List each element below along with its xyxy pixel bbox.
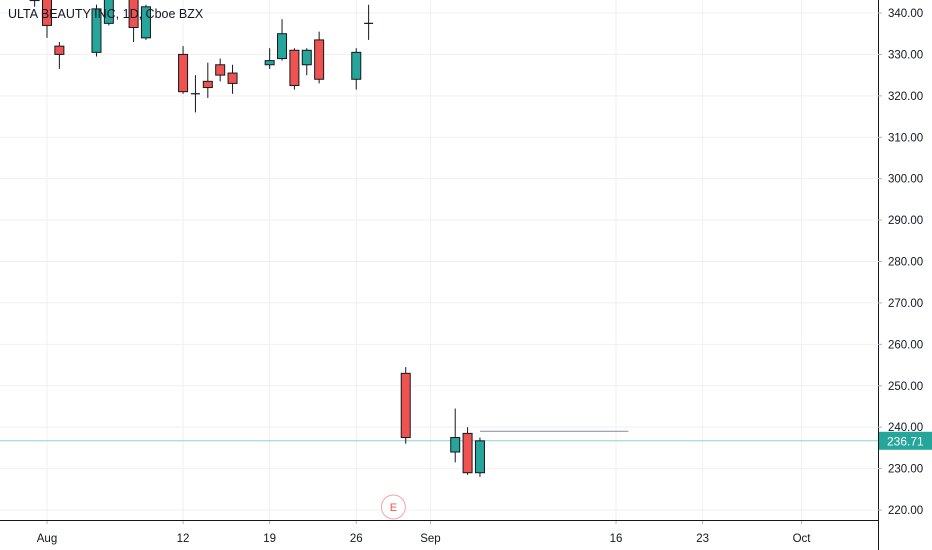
y-tick-label: 250.00 — [888, 381, 923, 393]
y-tick-label: 330.00 — [888, 49, 923, 61]
candle-body — [215, 64, 226, 76]
y-tick-label: 300.00 — [888, 174, 923, 186]
x-tick-label: Aug — [37, 533, 57, 545]
y-tick-label: 320.00 — [888, 91, 923, 103]
candle-body — [301, 49, 312, 66]
y-tick-label: 290.00 — [888, 215, 923, 227]
candle-body — [54, 45, 65, 55]
current-price-badge — [879, 431, 932, 450]
candle-body — [29, 0, 40, 2]
y-tick-label: 220.00 — [888, 505, 923, 517]
candle-body — [202, 80, 213, 89]
earnings-marker-label: E — [390, 502, 397, 514]
y-tick-label: 310.00 — [888, 132, 923, 144]
candle-body — [450, 437, 461, 453]
candle-body — [277, 33, 288, 60]
y-tick-label: 230.00 — [888, 464, 923, 476]
current-price-label: 236.71 — [887, 434, 924, 448]
candle-body — [474, 440, 485, 474]
x-tick-label: 23 — [696, 533, 709, 545]
chart-title: ULTA BEAUTY INC, 1D, Cboe BZX — [8, 7, 204, 21]
candle-body — [264, 60, 275, 66]
y-tick-label: 340.00 — [888, 8, 923, 20]
candle-body — [42, 0, 52, 26]
y-tick-label: 240.00 — [888, 422, 923, 434]
candle-body — [289, 49, 300, 86]
candle-body — [178, 53, 189, 93]
candle-body — [462, 432, 473, 474]
candle-body — [91, 8, 102, 53]
candle-body — [128, 0, 139, 28]
candle-body — [227, 72, 238, 84]
x-tick-label: 16 — [610, 533, 623, 545]
y-tick-label: 280.00 — [888, 257, 923, 269]
earnings-marker — [380, 494, 406, 520]
candle-body — [103, 0, 114, 24]
x-tick-label: 19 — [263, 533, 276, 545]
x-tick-label: 12 — [177, 533, 190, 545]
candle-body — [400, 372, 411, 439]
candle-body — [351, 51, 362, 80]
candle-body — [314, 39, 325, 80]
y-tick-label: 270.00 — [888, 298, 923, 310]
x-tick-label: Oct — [793, 533, 812, 545]
x-tick-label: 26 — [350, 533, 363, 545]
candle-body — [140, 6, 151, 39]
x-tick-label: Sep — [420, 533, 440, 545]
y-tick-label: 260.00 — [888, 339, 923, 351]
